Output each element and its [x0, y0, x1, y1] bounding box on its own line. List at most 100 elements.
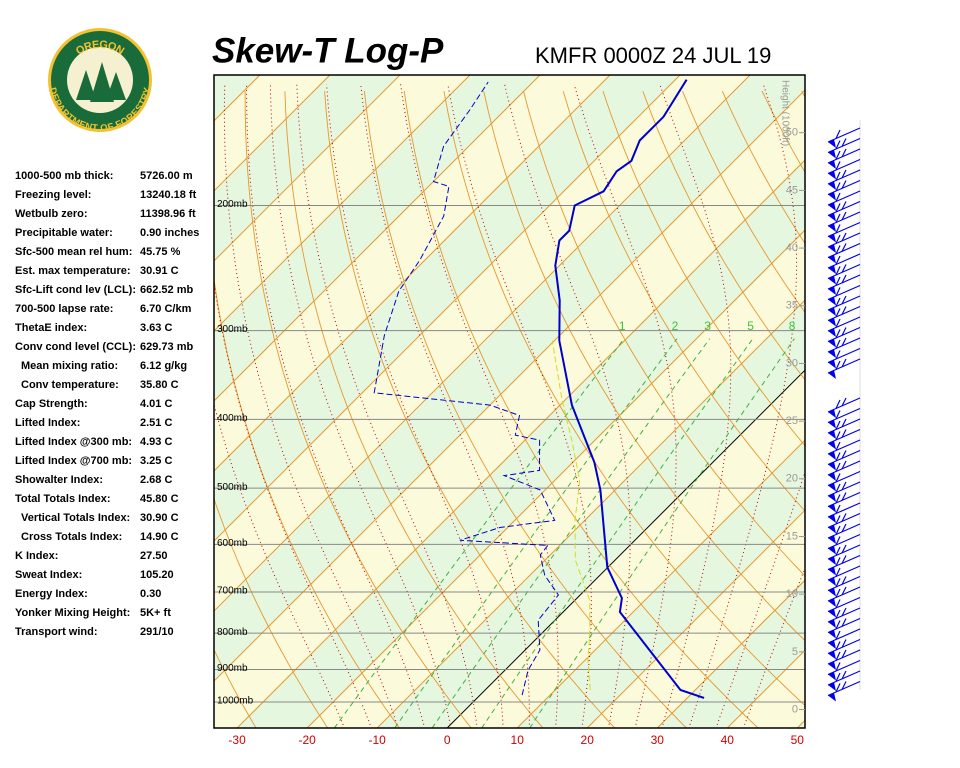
y2-tick-label: 25	[786, 415, 798, 427]
barb-flag	[828, 661, 836, 670]
band	[797, 720, 805, 728]
barb-tick	[841, 232, 847, 242]
dry-adiabat	[921, 91, 960, 728]
barb-flag	[828, 317, 836, 327]
logo-top: OREGON	[74, 39, 126, 58]
y-tick-label: 200mb	[217, 199, 248, 210]
barb-flag	[828, 577, 836, 586]
barb-tick	[841, 555, 847, 564]
barb-flag	[828, 149, 836, 159]
stat-value: 0.90 inches	[140, 227, 199, 239]
barb-tick	[835, 129, 841, 139]
stat-value: 11398.96 ft	[140, 208, 196, 220]
barb-tick	[841, 576, 847, 585]
stat-value: 629.73 mb	[140, 341, 193, 353]
wind-barb	[827, 502, 861, 523]
barb-tick	[835, 546, 841, 556]
barb-flag	[828, 514, 836, 523]
plot-frame	[213, 74, 806, 729]
barb-tick	[841, 418, 847, 428]
wind-barb	[827, 586, 861, 607]
barb-tick	[835, 620, 841, 630]
wind-barb	[827, 263, 861, 285]
barb-tick	[841, 274, 847, 284]
stat-value: 2.68 C	[140, 474, 172, 486]
y2-tick-label: 40	[786, 242, 798, 254]
wind-barb	[827, 295, 861, 316]
y-tick-label: 300mb	[217, 324, 248, 335]
barb-flag	[828, 275, 836, 285]
y-tick-label: 500mb	[217, 482, 248, 493]
stat-label: Sfc-500 mean rel hum:	[15, 246, 132, 258]
wind-barb	[827, 680, 861, 702]
isotherm	[214, 75, 471, 332]
stat-label: Energy Index:	[15, 588, 88, 600]
y2-tick-label: 20	[786, 473, 798, 485]
stat-label: Precipitable water:	[15, 227, 113, 239]
stat-label: ThetaE index:	[15, 322, 87, 334]
barb-flag	[828, 139, 836, 148]
stat-value: 13240.18 ft	[140, 189, 197, 201]
mixing-ratio-line	[481, 338, 754, 728]
barb-tick	[835, 171, 841, 181]
stat-label: Conv temperature:	[21, 379, 119, 391]
stat-label: Transport wind:	[15, 626, 98, 638]
barb-flag	[828, 545, 836, 555]
barb-flag	[828, 419, 836, 429]
dry-adiabat	[324, 91, 616, 728]
y-tick-label: 900mb	[217, 663, 248, 674]
y-tick-label: 700mb	[217, 586, 248, 597]
barb-flag	[828, 212, 836, 222]
barb-tick	[841, 327, 847, 336]
barb-tick	[835, 662, 841, 672]
barb-tick	[835, 536, 841, 546]
barb-tick	[841, 639, 847, 648]
barb-flag	[828, 619, 836, 628]
wind-barb	[827, 284, 861, 306]
x-tick-label: 20	[581, 733, 595, 747]
logo-text: OREGON	[74, 39, 126, 58]
wind-barb	[827, 190, 861, 211]
stat-label: Cross Totals Index:	[21, 531, 122, 543]
wind-barb	[827, 253, 861, 274]
barb-tick	[835, 399, 841, 409]
wind-barb	[827, 470, 861, 492]
wind-barb	[827, 554, 861, 576]
wind-barb	[827, 638, 861, 660]
dry-adiabat	[842, 91, 960, 728]
stat-label: Sfc-Lift cond lev (LCL):	[15, 284, 136, 296]
wind-barb	[827, 179, 861, 201]
barb-flag	[828, 370, 836, 379]
barb-flag	[828, 493, 836, 502]
barb-tick	[835, 630, 841, 640]
isotherm	[656, 579, 805, 728]
mixing-ratio-line	[529, 338, 795, 728]
barb-flag	[828, 233, 836, 243]
stat-value: 30.90 C	[140, 512, 179, 524]
wind-barb	[827, 127, 861, 148]
barb-tick	[841, 243, 847, 252]
stat-label: Lifted Index:	[15, 417, 80, 429]
barb-tick	[835, 410, 841, 420]
moist-adiabat	[269, 84, 452, 728]
mixing-ratio-label: 3	[704, 319, 711, 333]
barb-flag	[828, 650, 836, 660]
stat-value: 0.30	[140, 588, 161, 600]
wind-barb	[827, 575, 861, 597]
logo: OREGON DEPARTMENT OF FORESTRY	[47, 28, 153, 134]
stats-table: 1000-500 mb thick: 5726.00 m Freezing leve…	[15, 170, 199, 638]
stat-label: Conv cond level (CCL):	[15, 341, 136, 353]
barb-flag	[828, 160, 836, 169]
stat-value: 30.91 C	[140, 265, 179, 277]
barb-tick	[835, 651, 841, 661]
y2-tick-label: 0	[792, 703, 798, 715]
wind-barb	[827, 232, 861, 253]
barb-tick	[835, 452, 841, 462]
barb-tick	[835, 599, 841, 609]
barb-tick	[835, 567, 841, 577]
isotherm	[214, 75, 331, 192]
wind-barb	[827, 512, 861, 534]
moist-adiabat	[326, 84, 504, 728]
barb-tick	[841, 481, 847, 491]
barb-tick	[835, 161, 841, 171]
